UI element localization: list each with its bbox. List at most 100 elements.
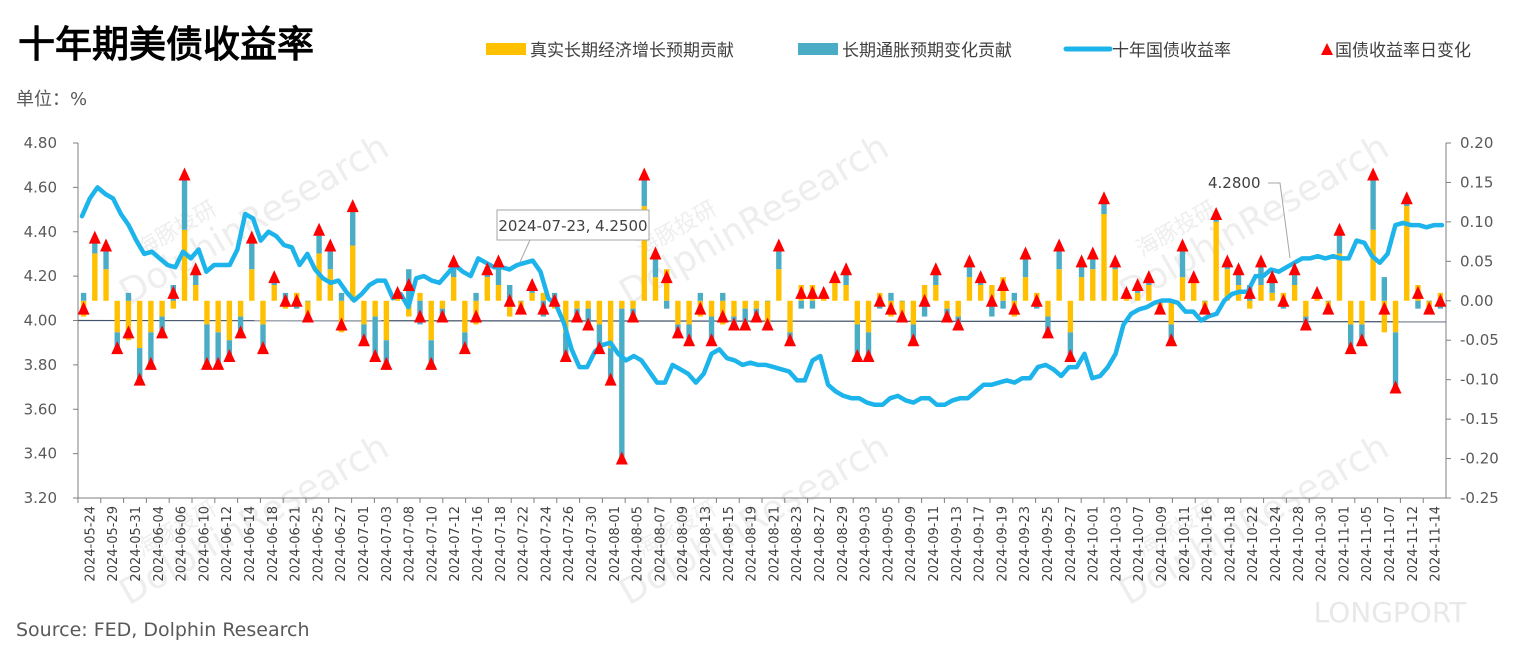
right-tick-label: 0.15	[1460, 173, 1493, 191]
change-marker	[1434, 293, 1447, 307]
right-tick-label: -0.10	[1460, 371, 1499, 389]
inflation-contribution-bar	[1056, 245, 1062, 270]
real-contribution-bar	[249, 269, 255, 301]
change-marker	[817, 285, 830, 299]
real-contribution-bar	[193, 285, 199, 301]
real-contribution-bar	[439, 300, 446, 309]
inflation-contribution-bar	[1179, 245, 1186, 278]
x-tick-label: 2024-08-05	[631, 506, 646, 582]
change-marker	[88, 230, 101, 244]
real-contribution-bar	[630, 300, 636, 309]
change-marker	[671, 325, 684, 339]
real-contribution-bar	[686, 300, 692, 325]
real-contribution-bar	[148, 300, 154, 333]
real-contribution-bar	[607, 300, 614, 349]
real-contribution-bar	[361, 300, 367, 325]
real-contribution-bar	[170, 300, 177, 309]
change-marker	[1254, 254, 1267, 268]
change-marker	[436, 309, 449, 323]
inflation-contribution-bar	[507, 285, 513, 301]
real-contribution-bar	[731, 300, 737, 317]
x-tick-label: 2024-07-22	[517, 506, 532, 582]
x-tick-label: 2024-05-29	[106, 506, 121, 582]
change-marker	[1064, 349, 1077, 362]
legend-swatch-3	[1321, 43, 1333, 55]
zero-baseline	[77, 319, 1447, 323]
change-marker	[705, 333, 718, 347]
change-marker	[492, 254, 505, 268]
real-contribution-bar	[843, 285, 849, 301]
x-tick-label: 2024-06-10	[197, 506, 212, 582]
x-tick-label: 2024-08-29	[836, 506, 851, 582]
x-tick-label: 2024-05-31	[129, 506, 144, 582]
x-tick-label: 2024-11-01	[1337, 506, 1352, 582]
inflation-contribution-bar	[1359, 324, 1365, 341]
real-contribution-bar	[383, 300, 390, 341]
inflation-contribution-bar	[215, 332, 221, 364]
change-marker	[1277, 293, 1290, 307]
inflation-contribution-bar	[1381, 277, 1388, 301]
inflation-contribution-bar	[338, 292, 345, 301]
x-tick-label: 2024-07-12	[448, 506, 463, 582]
real-contribution-bar	[1336, 253, 1343, 301]
real-contribution-bar	[1303, 300, 1309, 317]
change-marker	[1221, 254, 1234, 268]
x-tick-label: 2024-06-21	[289, 506, 304, 582]
change-marker	[548, 293, 561, 307]
x-tick-label: 2024-09-05	[881, 506, 896, 582]
page-title: 十年期美债收益率	[18, 23, 314, 66]
change-marker	[828, 270, 841, 284]
real-contribution-bar	[495, 285, 502, 301]
real-contribution-bar	[910, 300, 917, 325]
x-tick-label: 2024-10-11	[1178, 506, 1193, 582]
change-marker	[1378, 301, 1391, 315]
annotation-label: 4.2800	[1208, 174, 1261, 192]
change-marker	[189, 262, 202, 276]
real-contribution-bar	[428, 300, 434, 341]
real-contribution-bar	[753, 300, 760, 309]
bars-layer	[80, 174, 1444, 459]
x-tick-label: 2024-09-23	[1018, 506, 1033, 582]
real-contribution-bar	[136, 300, 143, 349]
inflation-contribution-bar	[495, 261, 502, 285]
change-marker	[425, 356, 438, 370]
legend-label-0: 真实长期经济增长预期贡献	[530, 41, 734, 61]
x-tick-label: 2024-10-01	[1087, 506, 1102, 582]
change-marker	[1423, 301, 1436, 315]
inflation-contribution-bar	[518, 300, 524, 302]
change-marker	[481, 262, 494, 276]
x-tick-label: 2024-05-24	[83, 506, 98, 582]
change-marker	[111, 341, 124, 355]
change-marker	[806, 285, 819, 299]
inflation-contribution-bar	[742, 308, 748, 325]
x-tick-label: 2024-08-07	[653, 506, 668, 582]
change-marker	[100, 238, 113, 252]
x-tick-label: 2024-08-27	[813, 506, 828, 582]
change-markers-layer	[77, 167, 1447, 465]
legend-swatch-1	[798, 43, 838, 55]
left-tick-label: 4.80	[24, 134, 57, 152]
change-marker	[929, 262, 942, 276]
real-contribution-bar	[832, 277, 838, 301]
real-contribution-bar	[1359, 300, 1365, 325]
x-tick-label: 2024-07-01	[357, 506, 372, 582]
inflation-contribution-bar	[910, 324, 917, 341]
real-contribution-bar	[125, 300, 132, 341]
x-tick-label: 2024-07-24	[539, 506, 554, 582]
inflation-contribution-bar	[641, 174, 647, 207]
annotation-leader	[1268, 182, 1291, 259]
right-tick-label: 0.00	[1460, 292, 1493, 310]
change-marker	[739, 317, 752, 331]
real-contribution-bar	[1067, 300, 1074, 333]
real-contribution-bar	[1090, 269, 1096, 301]
real-contribution-bar	[226, 300, 233, 341]
real-contribution-bar	[450, 277, 457, 301]
real-contribution-bar	[742, 300, 748, 309]
change-marker	[1367, 167, 1380, 181]
x-tick-label: 2024-09-17	[973, 506, 988, 582]
change-marker	[458, 341, 471, 355]
inflation-contribution-bar	[966, 261, 973, 278]
real-contribution-bar	[1168, 300, 1174, 325]
inflation-contribution-bar	[843, 269, 849, 285]
change-marker	[1053, 238, 1066, 252]
